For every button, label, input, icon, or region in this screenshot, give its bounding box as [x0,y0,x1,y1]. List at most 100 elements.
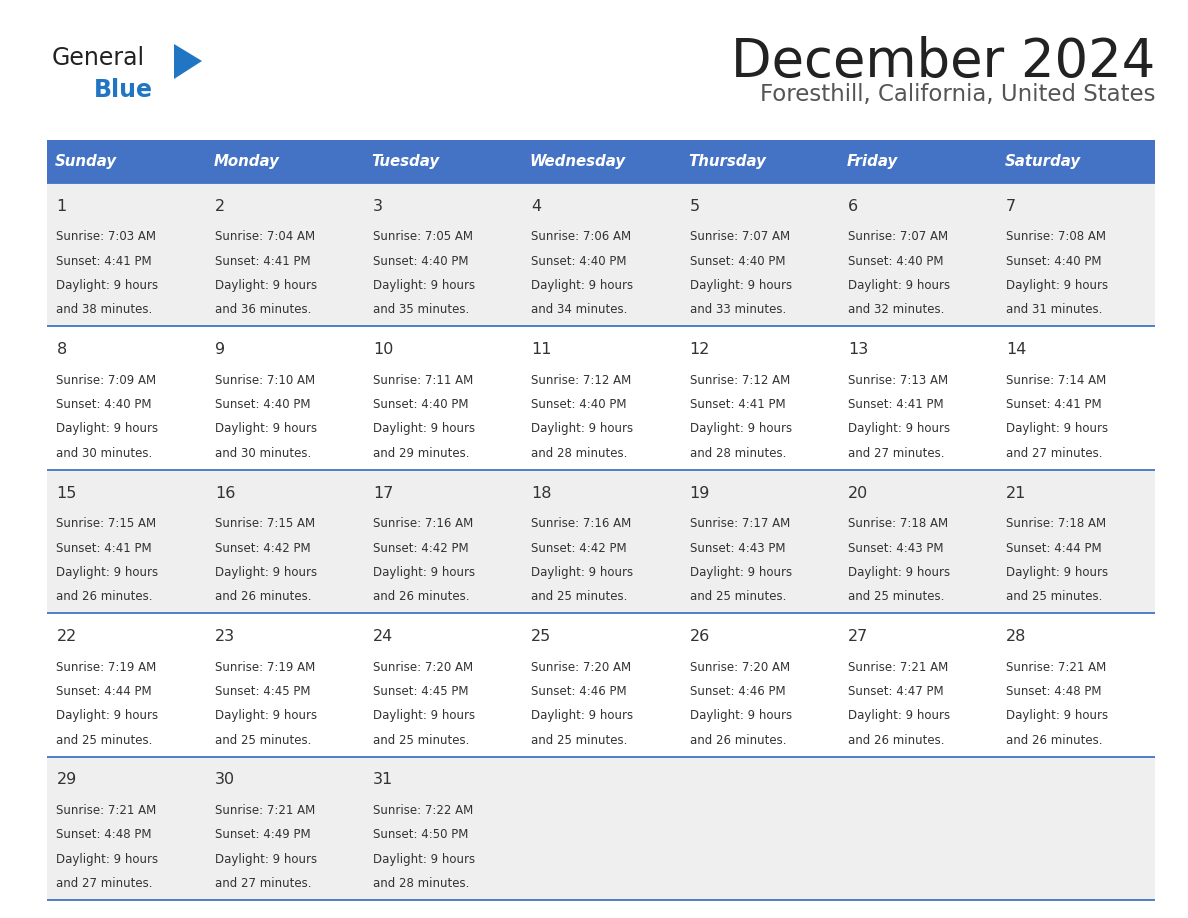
Text: Sunrise: 7:19 AM: Sunrise: 7:19 AM [215,661,315,674]
Text: Sunset: 4:42 PM: Sunset: 4:42 PM [531,542,627,554]
Text: Friday: Friday [846,154,898,169]
Text: and 27 minutes.: and 27 minutes. [1006,447,1102,460]
Bar [364,183,522,327]
Text: 7: 7 [1006,199,1017,214]
Text: Daylight: 9 hours: Daylight: 9 hours [531,565,633,579]
Text: Sunrise: 7:19 AM: Sunrise: 7:19 AM [57,661,157,674]
Text: and 29 minutes.: and 29 minutes. [373,447,469,460]
Text: Sunset: 4:40 PM: Sunset: 4:40 PM [1006,254,1101,268]
Bar [364,327,522,470]
Bar [48,470,206,613]
Text: 18: 18 [531,486,552,500]
Text: Sunrise: 7:04 AM: Sunrise: 7:04 AM [215,230,315,243]
Bar [48,756,206,900]
Text: Sunrise: 7:05 AM: Sunrise: 7:05 AM [373,230,473,243]
Bar [681,140,839,183]
Text: Sunset: 4:40 PM: Sunset: 4:40 PM [57,398,152,411]
Text: 26: 26 [690,629,710,644]
Text: and 38 minutes.: and 38 minutes. [57,304,153,317]
Text: Sunset: 4:41 PM: Sunset: 4:41 PM [57,542,152,554]
Text: Sunset: 4:42 PM: Sunset: 4:42 PM [373,542,469,554]
Text: 28: 28 [1006,629,1026,644]
Text: Daylight: 9 hours: Daylight: 9 hours [690,710,791,722]
Bar [206,327,364,470]
Text: Daylight: 9 hours: Daylight: 9 hours [215,853,317,866]
Text: 15: 15 [57,486,77,500]
Bar [839,756,997,900]
Text: Daylight: 9 hours: Daylight: 9 hours [690,279,791,292]
Text: and 26 minutes.: and 26 minutes. [57,590,153,603]
Text: Sunset: 4:45 PM: Sunset: 4:45 PM [215,685,310,698]
Text: Sunrise: 7:22 AM: Sunrise: 7:22 AM [373,804,473,817]
Text: Sunset: 4:40 PM: Sunset: 4:40 PM [690,254,785,268]
Bar [522,756,681,900]
Text: Daylight: 9 hours: Daylight: 9 hours [57,565,159,579]
Text: 13: 13 [848,342,868,357]
Text: and 32 minutes.: and 32 minutes. [848,304,944,317]
Bar [364,140,522,183]
Bar [522,327,681,470]
Bar [48,140,206,183]
Text: 24: 24 [373,629,393,644]
Text: Sunrise: 7:20 AM: Sunrise: 7:20 AM [373,661,473,674]
Text: 12: 12 [690,342,710,357]
Bar [364,470,522,613]
Text: Daylight: 9 hours: Daylight: 9 hours [531,710,633,722]
Text: Daylight: 9 hours: Daylight: 9 hours [848,565,950,579]
Text: Daylight: 9 hours: Daylight: 9 hours [57,853,159,866]
Text: and 33 minutes.: and 33 minutes. [690,304,786,317]
Bar [839,327,997,470]
Text: General: General [52,46,145,70]
Text: Daylight: 9 hours: Daylight: 9 hours [373,565,475,579]
Text: Daylight: 9 hours: Daylight: 9 hours [531,422,633,435]
Bar [48,183,206,327]
Text: Sunset: 4:41 PM: Sunset: 4:41 PM [690,398,785,411]
Text: 29: 29 [57,772,77,788]
Text: Sunset: 4:40 PM: Sunset: 4:40 PM [531,254,627,268]
Text: and 28 minutes.: and 28 minutes. [690,447,786,460]
Text: Sunset: 4:47 PM: Sunset: 4:47 PM [848,685,943,698]
Bar [839,183,997,327]
Text: Saturday: Saturday [1005,154,1081,169]
Text: Daylight: 9 hours: Daylight: 9 hours [848,279,950,292]
Text: 14: 14 [1006,342,1026,357]
Text: Sunrise: 7:10 AM: Sunrise: 7:10 AM [215,374,315,386]
Text: Sunset: 4:41 PM: Sunset: 4:41 PM [215,254,310,268]
Text: Daylight: 9 hours: Daylight: 9 hours [690,422,791,435]
Text: Daylight: 9 hours: Daylight: 9 hours [215,565,317,579]
Text: Monday: Monday [213,154,279,169]
Bar [997,183,1155,327]
Text: Daylight: 9 hours: Daylight: 9 hours [848,422,950,435]
Text: Sunrise: 7:16 AM: Sunrise: 7:16 AM [531,517,632,530]
Text: 5: 5 [690,199,700,214]
Bar [681,756,839,900]
Text: Sunset: 4:40 PM: Sunset: 4:40 PM [373,398,468,411]
Text: 16: 16 [215,486,235,500]
Bar [839,470,997,613]
Text: Daylight: 9 hours: Daylight: 9 hours [215,279,317,292]
Text: Sunrise: 7:20 AM: Sunrise: 7:20 AM [531,661,632,674]
Text: 6: 6 [848,199,858,214]
Polygon shape [173,44,202,79]
Bar [839,140,997,183]
Text: and 25 minutes.: and 25 minutes. [373,733,469,746]
Text: and 25 minutes.: and 25 minutes. [531,590,627,603]
Text: Sunset: 4:50 PM: Sunset: 4:50 PM [373,828,468,841]
Text: 8: 8 [57,342,67,357]
Bar [206,756,364,900]
Text: Daylight: 9 hours: Daylight: 9 hours [531,279,633,292]
Text: Sunset: 4:40 PM: Sunset: 4:40 PM [531,398,627,411]
Text: 19: 19 [690,486,710,500]
Text: December 2024: December 2024 [731,36,1155,88]
Text: Sunset: 4:43 PM: Sunset: 4:43 PM [690,542,785,554]
Bar [522,140,681,183]
Text: Sunrise: 7:14 AM: Sunrise: 7:14 AM [1006,374,1106,386]
Text: 30: 30 [215,772,235,788]
Text: and 25 minutes.: and 25 minutes. [215,733,311,746]
Text: 21: 21 [1006,486,1026,500]
Text: Sunrise: 7:20 AM: Sunrise: 7:20 AM [690,661,790,674]
Text: Sunrise: 7:17 AM: Sunrise: 7:17 AM [690,517,790,530]
Text: Sunrise: 7:12 AM: Sunrise: 7:12 AM [690,374,790,386]
Bar [364,756,522,900]
Text: 25: 25 [531,629,551,644]
